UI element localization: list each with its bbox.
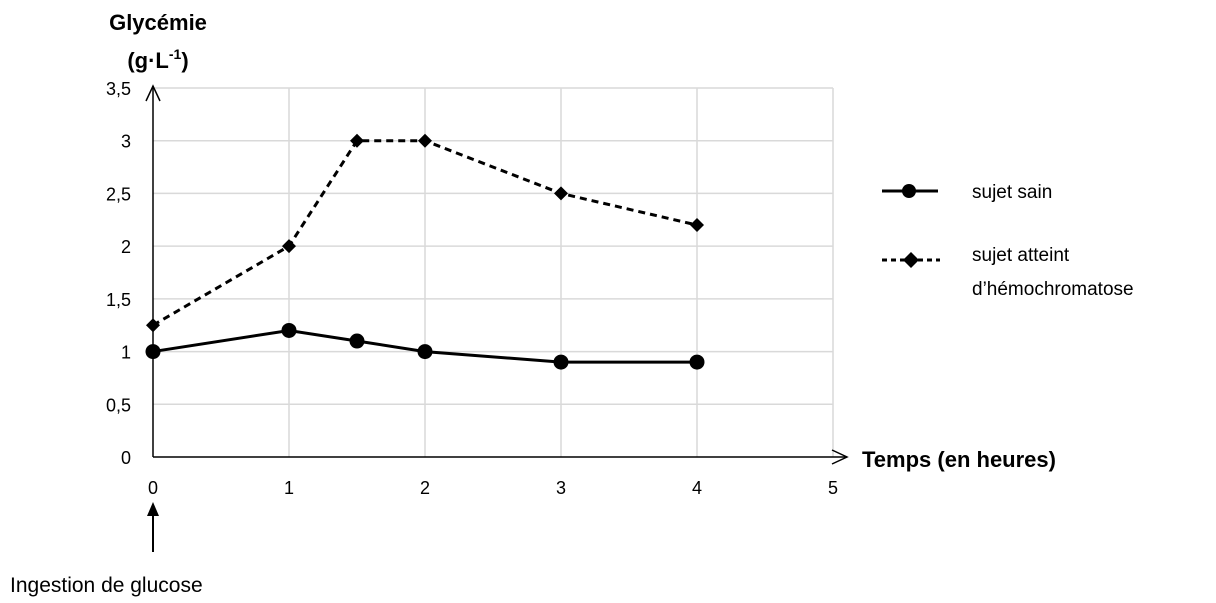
ingestion-arrow [147, 502, 159, 552]
tick-labels: 0 0,5 1 1,5 2 2,5 3 3,5 0 1 2 3 4 5 [106, 79, 838, 498]
series-line [152, 139, 698, 327]
legend-label-hemochromatosis-line1: sujet atteint [972, 245, 1070, 266]
legend-item-healthy: sujet sain [882, 182, 1052, 203]
x-tick-label: 3 [556, 478, 566, 498]
data-point-circle [417, 344, 433, 360]
legend-circle-marker [902, 184, 916, 198]
series-hemochromatosis [146, 133, 704, 333]
y-tick-label: 2 [121, 237, 131, 257]
legend-item-hemochromatosis: sujet atteint d’hémochromatose [882, 245, 1134, 300]
ingestion-annotation: Ingestion de glucose [10, 574, 203, 597]
y-tick-label: 1 [121, 343, 131, 363]
y-axis-arrowhead [145, 84, 161, 102]
grid [153, 87, 834, 457]
legend-diamond-marker [903, 252, 919, 268]
legend-label-healthy: sujet sain [972, 182, 1052, 203]
y-tick-label: 1,5 [106, 290, 131, 310]
x-axis-arrowhead [831, 449, 849, 465]
data-point-diamond [282, 239, 296, 254]
x-tick-label: 2 [420, 478, 430, 498]
y-tick-label: 3 [121, 132, 131, 152]
data-point-circle [145, 344, 161, 360]
axes [145, 84, 849, 465]
x-axis-label: Temps (en heures) [862, 447, 1056, 472]
data-point-diamond [418, 133, 432, 148]
y-axis-label-line1: Glycémie [109, 10, 207, 35]
data-point-circle [349, 333, 365, 349]
y-axis-label-line2: (g·L-1) [127, 46, 188, 73]
data-point-diamond [554, 186, 568, 201]
x-tick-label: 4 [692, 478, 702, 498]
data-point-diamond [146, 318, 160, 333]
series-line [152, 328, 697, 364]
data-point-circle [689, 354, 705, 370]
y-tick-label: 0,5 [106, 395, 131, 415]
series-healthy [145, 322, 705, 370]
x-tick-label: 5 [828, 478, 838, 498]
data-point-diamond [690, 218, 704, 233]
y-tick-label: 3,5 [106, 79, 131, 99]
legend-label-hemochromatosis-line2: d’hémochromatose [972, 279, 1134, 300]
y-tick-label: 2,5 [106, 184, 131, 204]
x-tick-label: 0 [148, 478, 158, 498]
x-tick-label: 1 [284, 478, 294, 498]
data-point-diamond [350, 133, 364, 148]
data-point-circle [281, 322, 297, 338]
data-point-circle [553, 354, 569, 370]
y-tick-label: 0 [121, 448, 131, 468]
legend: sujet sain sujet atteint d’hémochromatos… [882, 182, 1134, 300]
series [145, 133, 705, 370]
